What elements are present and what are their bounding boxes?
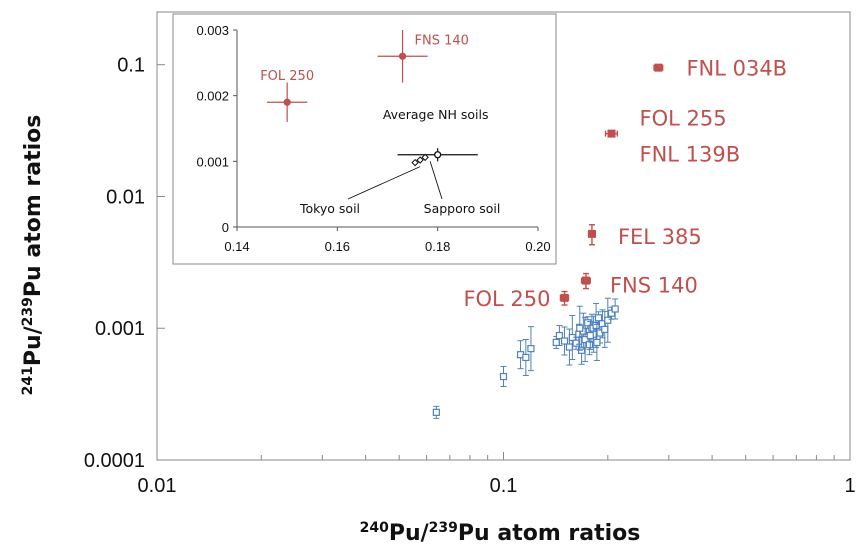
soil-point bbox=[604, 316, 612, 324]
soil-point bbox=[607, 309, 616, 317]
soil-point bbox=[499, 372, 508, 381]
point-label: FNL 034B bbox=[686, 57, 787, 81]
inset-annotation-arrow bbox=[429, 161, 443, 200]
soil-point bbox=[594, 314, 603, 322]
labeled-point bbox=[607, 129, 616, 138]
soil-point bbox=[572, 339, 580, 347]
y-tick-label: 0.001 bbox=[95, 318, 145, 340]
inset-y-tick-label: 0.002 bbox=[196, 89, 229, 104]
point-label: FNL 139B bbox=[640, 143, 741, 167]
labeled-point bbox=[654, 63, 663, 72]
labeled-point bbox=[587, 229, 596, 238]
inset-x-tick-label: 0.16 bbox=[325, 239, 350, 254]
y-tick-label: 0.1 bbox=[117, 55, 145, 77]
soil-point bbox=[593, 338, 601, 347]
inset-y-tick-label: 0.001 bbox=[196, 154, 229, 169]
inset-x-tick-label: 0.20 bbox=[525, 239, 550, 254]
soil-point bbox=[585, 341, 594, 349]
labeled-point bbox=[581, 276, 590, 285]
x-tick-label: 1 bbox=[844, 475, 855, 497]
inset-small-point bbox=[411, 158, 419, 167]
inset-point-label: FNS 140 bbox=[415, 33, 469, 48]
inset-labeled-point bbox=[398, 52, 407, 60]
soil-point bbox=[601, 325, 609, 333]
main-plot-area: 0.01 0.1 1 0.0001 0.001 0.01 0.1 FNL 034B FOL 25… bbox=[84, 11, 856, 497]
soil-point bbox=[552, 338, 560, 347]
soil-point bbox=[522, 353, 530, 362]
soil-point bbox=[555, 331, 564, 340]
soil-point bbox=[576, 324, 584, 332]
soil-point bbox=[581, 335, 589, 344]
inset-annotation-label: Sapporo soil bbox=[424, 201, 501, 216]
soil-point bbox=[586, 331, 594, 340]
point-label: FOL 255 bbox=[640, 107, 727, 131]
x-tick-label: 0.01 bbox=[138, 475, 177, 497]
x-axis-title: 240Pu/239Pu atom ratios bbox=[360, 520, 641, 546]
inset-annotation-arrow bbox=[347, 166, 421, 200]
labeled-point bbox=[560, 293, 569, 302]
point-label: FOL 250 bbox=[463, 287, 550, 311]
inset-annotation-label: Tokyo soil bbox=[299, 201, 360, 216]
inset-average-label: Average NH soils bbox=[383, 107, 489, 122]
inset-y-tick-label: 0 bbox=[222, 220, 229, 235]
soil-point bbox=[611, 305, 619, 313]
inset-labeled-point bbox=[283, 98, 291, 106]
inset-y-tick-label: 0.003 bbox=[196, 23, 229, 38]
soil-point bbox=[560, 337, 569, 345]
inset-x-tick-label: 0.14 bbox=[224, 239, 249, 254]
inset-point-label: FOL 250 bbox=[260, 69, 314, 84]
inset-average-point bbox=[434, 151, 442, 159]
y-tick-label: 0.01 bbox=[106, 186, 145, 208]
inset-small-point bbox=[421, 153, 429, 162]
inset-plot-area: 0.14 0.16 0.18 0.20 0 0.001 0.002 0.003 FOL 250 F… bbox=[172, 13, 557, 265]
soil-point bbox=[565, 343, 574, 351]
inset-small-point bbox=[416, 156, 424, 164]
soil-point bbox=[527, 345, 535, 353]
soil-point bbox=[432, 408, 440, 416]
y-tick-label: 0.0001 bbox=[84, 450, 145, 472]
point-label: FNS 140 bbox=[610, 274, 698, 298]
x-tick-label: 0.1 bbox=[490, 475, 518, 497]
inset-x-tick-label: 0.18 bbox=[425, 239, 450, 254]
point-label: FEL 385 bbox=[618, 225, 702, 249]
y-axis-title: 241Pu/239Pu atom ratios bbox=[20, 115, 46, 396]
